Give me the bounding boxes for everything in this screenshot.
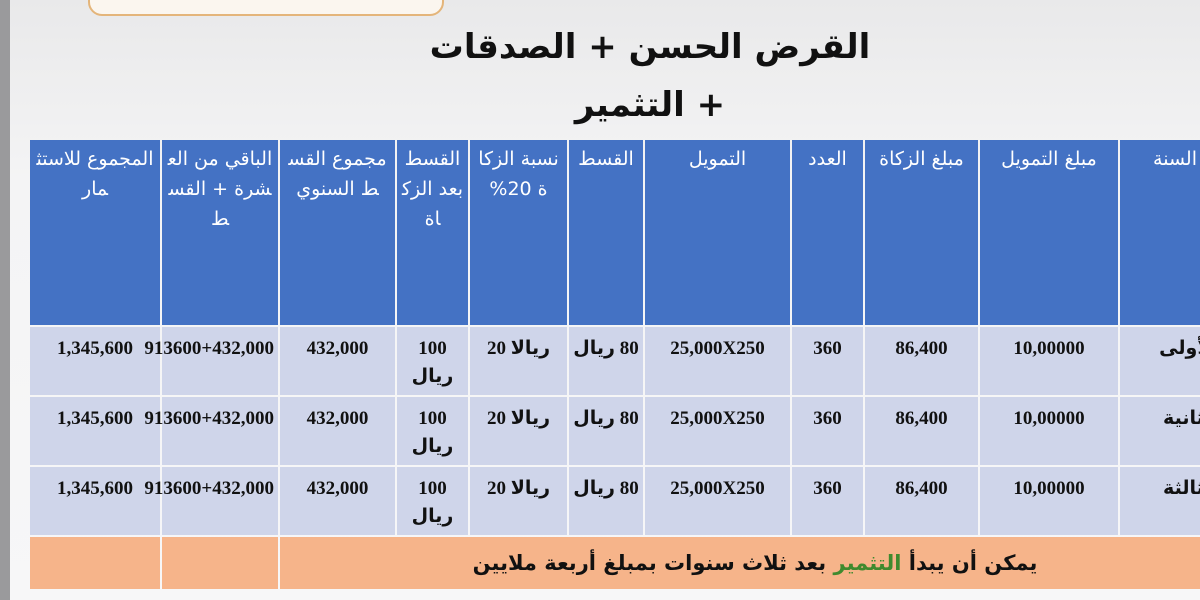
table-cell: 25,000X250 — [645, 397, 790, 465]
table-cell: 10,00000 — [980, 327, 1118, 395]
note-cell: يمكن أن يبدأ التثمير بعد ثلاث سنوات بمبل… — [280, 537, 1200, 589]
note-text: يمكن أن يبدأ — [908, 551, 1038, 575]
header-row: السنة مبلغ التمويل مبلغ الزكاة العدد التمويل… — [30, 140, 1200, 325]
table-cell: 86,400 — [865, 327, 978, 395]
table-cell: 432,000 — [280, 397, 395, 465]
table-cell: ريالا 20 — [470, 397, 567, 465]
empty-cell — [162, 537, 278, 589]
note-row: يمكن أن يبدأ التثمير بعد ثلاث سنوات بمبل… — [30, 537, 1200, 589]
table-cell: 10,00000 — [980, 467, 1118, 535]
table-cell: 86,400 — [865, 397, 978, 465]
header-cell: العدد — [792, 140, 863, 325]
header-cell: مبلغ الزكاة — [865, 140, 978, 325]
table-cell: 80 ريال — [569, 467, 643, 535]
table-cell: 1,345,600 — [30, 467, 160, 535]
table-cell: 913600+432,000 — [144, 397, 278, 465]
title-line: + التثمير — [574, 85, 726, 125]
decoration-box — [88, 0, 444, 16]
table-wrap: السنة مبلغ التمويل مبلغ الزكاة العدد التمويل… — [30, 140, 1200, 589]
table-cell: 360 — [792, 467, 863, 535]
table-cell: 86,400 — [865, 467, 978, 535]
header-cell: مبلغ التمويل — [980, 140, 1118, 325]
table-cell: 913600+432,000 — [144, 467, 278, 535]
header-cell: نسبة الزكاة 20% — [470, 140, 567, 325]
table-cell: ريالا 20 — [470, 467, 567, 535]
title-line: القرض الحسن + الصدقات — [429, 27, 871, 67]
table-cell: 100 ريال — [397, 467, 468, 535]
table-cell: 10,00000 — [980, 397, 1118, 465]
note-highlight: التثمير — [833, 551, 902, 575]
header-cell: السنة — [1120, 140, 1200, 325]
table-cell: 80 ريال — [569, 397, 643, 465]
table-cell: 360 — [792, 327, 863, 395]
table-cell: 100 ريال — [397, 397, 468, 465]
table-cell: 100 ريال — [397, 327, 468, 395]
table-cell: الثالثة — [1120, 467, 1200, 535]
table-cell: 1,345,600 — [30, 327, 160, 395]
table-cell: ريالا 20 — [470, 327, 567, 395]
title: القرض الحسن + الصدقات + التثمير — [300, 18, 1000, 134]
note-text: بعد ثلاث سنوات بمبلغ أربعة ملايين — [472, 551, 827, 575]
empty-cell — [30, 537, 160, 589]
table-cell: 432,000 — [280, 467, 395, 535]
header-cell: القسط — [569, 140, 643, 325]
table-cell: 913600+432,000 — [144, 327, 278, 395]
table-cell: 25,000X250 — [645, 467, 790, 535]
table-cell: الثانية — [1120, 397, 1200, 465]
table-cell: الأولى — [1120, 327, 1200, 395]
table-cell: 80 ريال — [569, 327, 643, 395]
table-cell: 25,000X250 — [645, 327, 790, 395]
header-cell: التمويل — [645, 140, 790, 325]
header-cell: مجموع القسط السنوي — [280, 140, 395, 325]
table-cell: 1,345,600 — [30, 397, 160, 465]
header-cell: القسط بعد الزكاة — [397, 140, 468, 325]
header-cell: الباقي من العشرة + القسط — [162, 140, 278, 325]
table: السنة مبلغ التمويل مبلغ الزكاة العدد التمويل… — [28, 138, 1200, 591]
side-bar — [0, 0, 10, 600]
table-cell: 432,000 — [280, 327, 395, 395]
header-cell: المجموع للاستثمار — [30, 140, 160, 325]
table-cell: 360 — [792, 397, 863, 465]
